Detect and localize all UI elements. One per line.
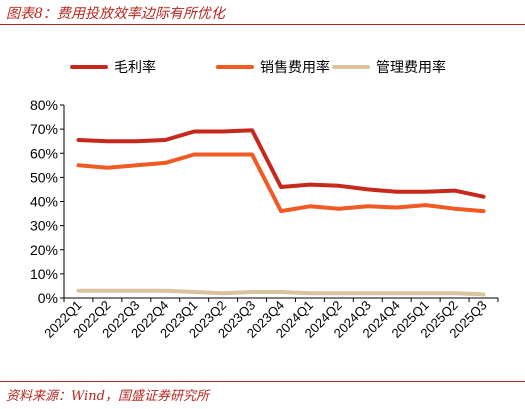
y-tick-label: 10% — [30, 266, 58, 282]
series-line-1 — [76, 128, 486, 199]
top-rule — [0, 24, 525, 25]
series-group — [76, 128, 486, 297]
legend-label-1: 毛利率 — [114, 59, 156, 76]
y-tick-label: 30% — [30, 218, 58, 234]
y-tick-label: 80% — [30, 97, 58, 113]
legend-label-2: 销售费用率 — [260, 59, 330, 76]
figure-title: 图表8：费用投放效率边际有所优化 — [6, 6, 225, 22]
y-tick-label: 20% — [30, 242, 58, 258]
series-line-3 — [76, 288, 486, 297]
series-line-2 — [76, 152, 486, 214]
bottom-rule — [0, 381, 525, 382]
x-axis: 2022Q12022Q22022Q32022Q42023Q12023Q22023… — [41, 297, 499, 341]
source-note: 资料来源：Wind，国盛证券研究所 — [6, 389, 209, 404]
y-tick-label: 0% — [38, 290, 58, 306]
y-tick-label: 60% — [30, 145, 58, 161]
y-tick-label: 50% — [30, 169, 58, 185]
legend: 毛利率 销售费用率 管理费用率 — [70, 59, 446, 76]
legend-label-3: 管理费用率 — [376, 59, 446, 76]
line-chart: 毛利率 销售费用率 管理费用率 0% 10% 20% 30% 40% 50% 60% 70% 80%… — [30, 59, 499, 341]
y-tick-label: 70% — [30, 121, 58, 137]
y-tick-label: 40% — [30, 194, 58, 210]
y-axis: 0% 10% 20% 30% 40% 50% 60% 70% 80% — [30, 97, 65, 306]
